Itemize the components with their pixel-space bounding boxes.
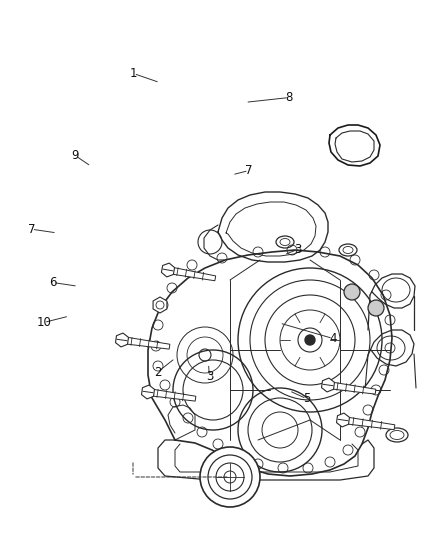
Text: 3: 3: [294, 243, 301, 256]
Polygon shape: [167, 266, 215, 281]
Polygon shape: [121, 336, 170, 349]
Polygon shape: [153, 297, 167, 313]
Circle shape: [368, 300, 384, 316]
Text: 2: 2: [154, 366, 162, 378]
Polygon shape: [116, 333, 128, 347]
Text: 5: 5: [303, 392, 310, 405]
Polygon shape: [343, 416, 395, 430]
Text: 10: 10: [36, 316, 51, 329]
Text: 4: 4: [329, 332, 337, 345]
Circle shape: [344, 284, 360, 300]
Text: 7: 7: [245, 164, 253, 177]
Circle shape: [200, 447, 260, 507]
Polygon shape: [162, 263, 175, 277]
Polygon shape: [141, 385, 155, 399]
Text: 9: 9: [71, 149, 79, 162]
Polygon shape: [336, 413, 350, 427]
Text: 7: 7: [28, 223, 35, 236]
Text: 3: 3: [206, 370, 213, 383]
Polygon shape: [328, 382, 376, 394]
Text: 8: 8: [286, 91, 293, 104]
Circle shape: [305, 335, 315, 345]
Text: 1: 1: [130, 67, 138, 80]
Text: 6: 6: [49, 276, 57, 289]
Polygon shape: [148, 389, 196, 401]
Polygon shape: [321, 378, 335, 392]
